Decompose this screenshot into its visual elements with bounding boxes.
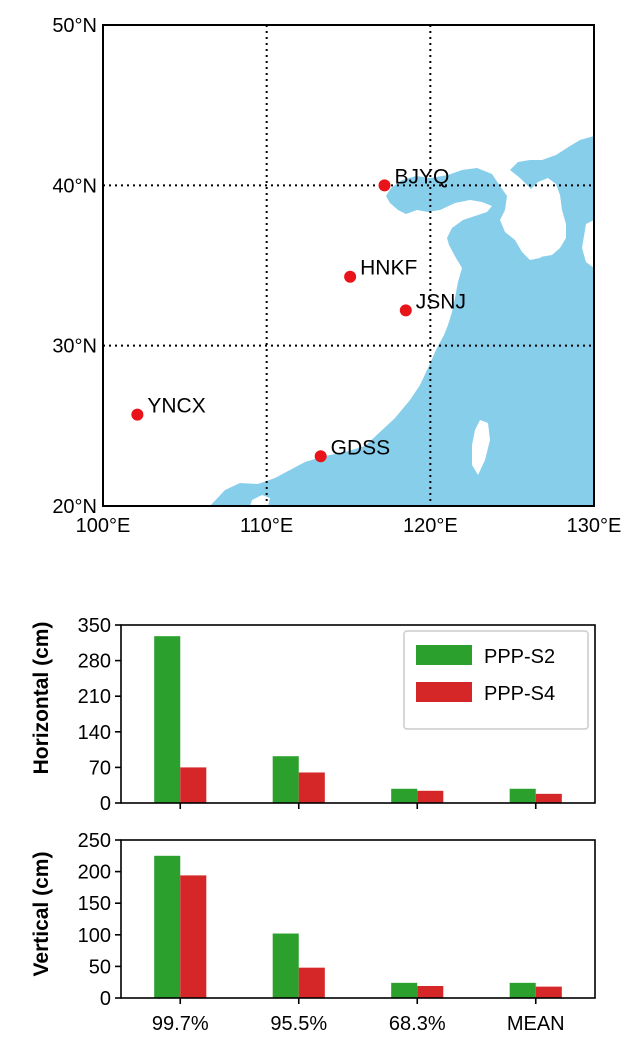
x-tick-label-68-3: 68.3% — [389, 1013, 446, 1035]
legend: PPP-S2 PPP-S4 — [403, 630, 589, 730]
sea-area — [210, 136, 594, 506]
bar-ppp-s4-mean — [535, 793, 562, 803]
station-marker-yncx — [131, 408, 144, 421]
bar-ppp-s2-99-7 — [154, 636, 181, 803]
x-tick-label-mean: MEAN — [507, 1013, 565, 1035]
map-gridlines — [103, 25, 594, 506]
x-tick-label-95-5: 95.5% — [270, 1013, 327, 1035]
bar-ppp-s2-mean — [509, 788, 536, 803]
map-x-ticks: 100°E 110°E 120°E 130°E — [76, 515, 622, 537]
map-frame — [102, 24, 595, 507]
legend-swatch-ppp-s4 — [416, 682, 472, 702]
bar-ppp-s2-95-5 — [272, 756, 299, 803]
bar-ppp-s4-68-3 — [417, 985, 444, 998]
horizontal-y-label: Horizontal (cm) — [30, 622, 53, 775]
legend-label-ppp-s4: PPP-S4 — [484, 683, 555, 705]
map-y-tick-label: 20°N — [52, 496, 97, 518]
plot-frame — [120, 839, 596, 999]
y-tick-label: 350 — [78, 615, 111, 637]
y-tick-label: 70 — [89, 757, 111, 779]
station-label-yncx: YNCX — [147, 395, 205, 418]
y-tick-label: 200 — [78, 862, 111, 884]
station-label-bjyq: BJYQ — [395, 165, 450, 188]
bar-ppp-s2-68-3 — [391, 788, 418, 803]
map-stations: BJYQ HNKF JSNJ YNCX GDSS — [131, 165, 466, 463]
japan-coast — [582, 220, 594, 268]
map-y-tick-label: 30°N — [52, 336, 97, 358]
map-y-tick-label: 50°N — [52, 15, 97, 37]
plot-frame — [120, 624, 596, 804]
map-y-tick-label: 40°N — [52, 175, 97, 197]
vertical-y-label: Vertical (cm) — [30, 852, 53, 977]
map-panel: 100°E 110°E 120°E 130°E 20°N 30°N 40°N 50°N BJ… — [52, 15, 621, 537]
station-marker-jsnj — [399, 304, 412, 317]
korea-peninsula — [528, 178, 566, 257]
map-x-tick-label: 100°E — [76, 515, 131, 537]
y-tick-label: 210 — [78, 686, 111, 708]
station-label-hnkf: HNKF — [360, 257, 417, 280]
map-sea-layer — [210, 136, 594, 506]
taiwan-island — [472, 420, 490, 475]
y-tick-label: 280 — [78, 651, 111, 673]
y-tick-label: 50 — [89, 956, 111, 978]
y-tick-label: 100 — [78, 925, 111, 947]
station-marker-bjyq — [378, 179, 391, 192]
bar-ppp-s4-95-5 — [298, 967, 325, 998]
bar-ppp-s4-68-3 — [417, 790, 444, 803]
legend-label-ppp-s2: PPP-S2 — [484, 646, 555, 668]
map-x-tick-label: 120°E — [403, 515, 458, 537]
horizontal-axes: 0 70 140 210 280 350 — [78, 615, 596, 815]
bar-ppp-s2-mean — [509, 982, 536, 998]
horizontal-bars — [154, 636, 562, 803]
bar-ppp-s4-99-7 — [180, 767, 207, 803]
map-x-tick-label: 110°E — [240, 515, 293, 537]
station-marker-gdss — [314, 450, 327, 463]
vertical-bar-chart: 0 50 100 150 200 250 99.7% 95.5% 68.3% MEAN Verti… — [30, 830, 596, 1035]
bar-ppp-s4-99-7 — [180, 875, 207, 998]
station-label-gdss: GDSS — [331, 436, 391, 459]
hainan-island — [250, 495, 270, 506]
legend-swatch-ppp-s2 — [416, 645, 472, 665]
y-tick-label: 0 — [100, 988, 111, 1010]
bar-ppp-s4-95-5 — [298, 772, 325, 803]
vertical-bars — [154, 855, 562, 998]
station-marker-hnkf — [344, 270, 357, 283]
bar-ppp-s2-68-3 — [391, 982, 418, 998]
bar-ppp-s4-mean — [535, 986, 562, 998]
bar-ppp-s2-99-7 — [154, 855, 181, 998]
map-x-tick-label: 130°E — [567, 515, 622, 537]
y-tick-label: 150 — [78, 893, 111, 915]
y-tick-label: 140 — [78, 722, 111, 744]
x-tick-label-99-7: 99.7% — [152, 1013, 209, 1035]
vertical-axes: 0 50 100 150 200 250 99.7% 95.5% 68.3% MEAN — [78, 830, 596, 1035]
map-y-ticks: 20°N 30°N 40°N 50°N — [52, 15, 97, 518]
horizontal-bar-chart: 0 70 140 210 280 350 Horizontal (cm) PPP-S2 P… — [30, 615, 596, 815]
station-label-jsnj: JSNJ — [416, 290, 466, 313]
y-tick-label: 0 — [100, 793, 111, 815]
y-tick-label: 250 — [78, 830, 111, 852]
bar-ppp-s2-95-5 — [272, 933, 299, 998]
